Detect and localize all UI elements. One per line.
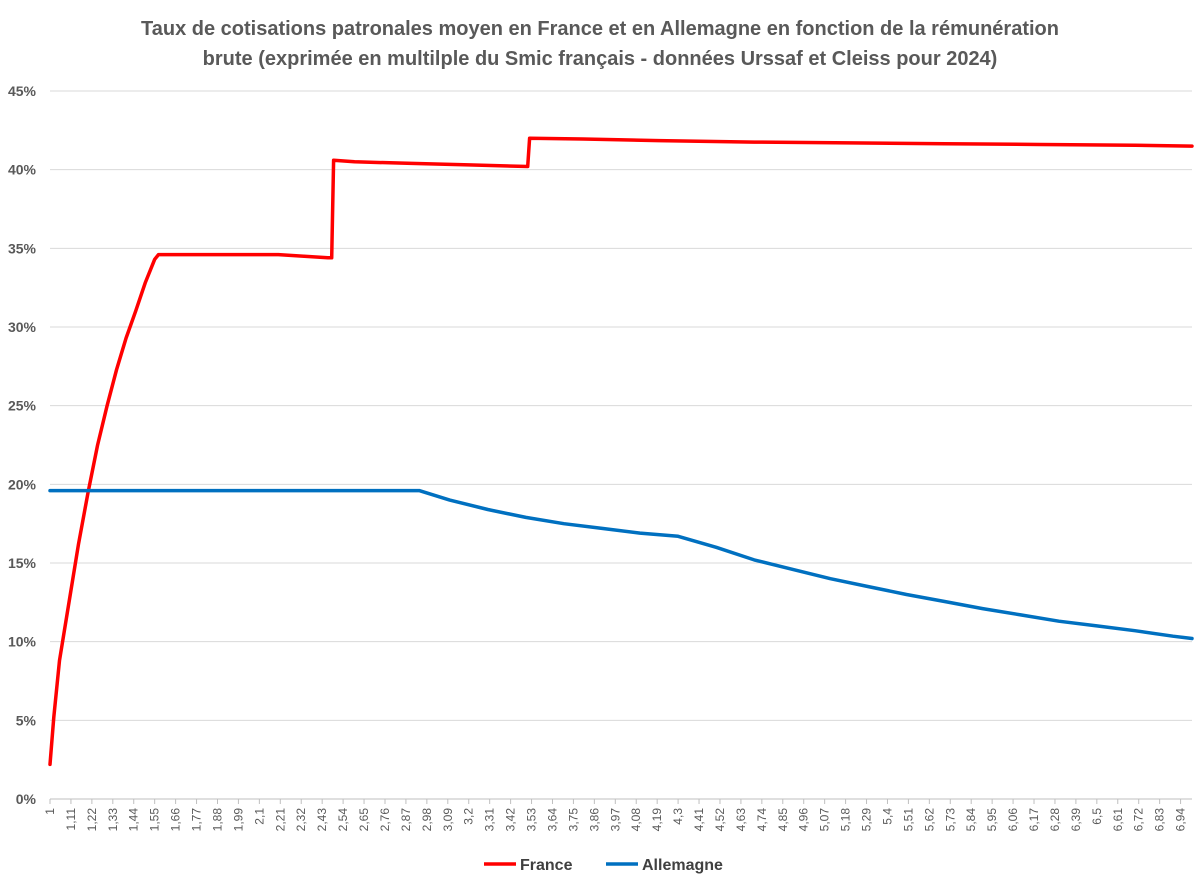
x-tick-label: 4,19 [650, 808, 664, 832]
legend-label-france: France [520, 857, 573, 874]
y-axis: 0% 5% 10% 15% 20% 25% 30% 35% 40% 45% [8, 83, 1192, 807]
x-tick-label: 4,63 [734, 808, 748, 832]
x-tick-label: 3,2 [462, 808, 476, 825]
x-tick-label: 4,52 [713, 808, 727, 832]
x-tick-label: 5,51 [901, 808, 915, 832]
x-tick-label: 2,43 [315, 808, 329, 832]
x-tick-label: 3,31 [483, 808, 497, 832]
chart-title-line-2: brute (exprimée en multilple du Smic fra… [203, 48, 998, 70]
x-tick-label: 5,18 [839, 808, 853, 832]
x-tick-label: 5,4 [880, 808, 894, 825]
x-tick-label: 1,11 [64, 808, 78, 831]
x-tick-label: 1,66 [169, 808, 183, 832]
y-tick-label: 45% [8, 83, 37, 99]
x-tick-label: 1,33 [106, 808, 120, 832]
x-tick-label: 4,08 [629, 808, 643, 832]
x-tick-label: 1,44 [127, 808, 141, 832]
x-tick-label: 1,77 [190, 808, 204, 832]
legend: France Allemagne [484, 857, 723, 874]
y-tick-label: 30% [8, 319, 37, 335]
x-tick-label: 6,94 [1174, 808, 1188, 832]
x-tick-label: 1,99 [231, 808, 245, 832]
x-tick-label: 6,39 [1069, 808, 1083, 832]
x-tick-label: 4,41 [692, 808, 706, 832]
series-line-france [48, 136, 1194, 767]
y-tick-label: 35% [8, 240, 37, 256]
x-tick-label: 6,17 [1027, 808, 1041, 832]
x-tick-label: 4,85 [776, 808, 790, 832]
x-tick-label: 2,32 [294, 808, 308, 832]
y-tick-label: 15% [8, 555, 37, 571]
x-tick-label: 1,22 [85, 808, 99, 832]
x-tick-label: 2,65 [357, 808, 371, 832]
x-tick-label: 2,76 [378, 808, 392, 832]
x-tick-label: 5,07 [818, 808, 832, 832]
x-tick-label: 2,87 [399, 808, 413, 832]
x-tick-label: 6,83 [1153, 808, 1167, 832]
x-tick-label: 3,42 [504, 808, 518, 832]
plot-area [48, 136, 1194, 767]
y-tick-label: 40% [8, 162, 37, 178]
x-tick-label: 2,21 [273, 808, 287, 832]
x-tick-label: 4,3 [671, 808, 685, 825]
x-tick-label: 3,09 [441, 808, 455, 832]
x-tick-label: 1,88 [210, 808, 224, 832]
x-tick-label: 1,55 [148, 808, 162, 832]
x-tick-label: 4,96 [797, 808, 811, 832]
x-tick-label: 3,64 [545, 808, 559, 832]
y-tick-label: 0% [16, 791, 37, 807]
x-tick-label: 5,84 [964, 808, 978, 832]
y-tick-label: 25% [8, 398, 37, 414]
x-tick-label: 3,97 [608, 808, 622, 832]
series-line-allemagne [48, 488, 1194, 641]
x-tick-label: 6,28 [1048, 808, 1062, 832]
x-tick-label: 5,62 [922, 808, 936, 832]
x-tick-label: 2,54 [336, 808, 350, 832]
x-tick-label: 6,72 [1132, 808, 1146, 832]
x-tick-label: 5,73 [943, 808, 957, 832]
x-tick-label: 4,74 [755, 808, 769, 832]
x-tick-label: 2,98 [420, 808, 434, 832]
y-tick-label: 10% [8, 634, 37, 650]
x-tick-label: 2,1 [252, 808, 266, 825]
y-tick-label: 20% [8, 476, 37, 492]
x-tick-label: 6,61 [1111, 808, 1125, 832]
chart-title-line-1: Taux de cotisations patronales moyen en … [141, 18, 1059, 40]
x-tick-label: 5,95 [985, 808, 999, 832]
x-tick-label: 3,75 [566, 808, 580, 832]
legend-label-allemagne: Allemagne [642, 857, 723, 874]
x-tick-label: 5,29 [860, 808, 874, 832]
x-axis: 1 1,11 1,22 1,33 1,44 1,55 1,66 1,77 1,88 1,99 2,1… [43, 799, 1188, 831]
x-tick-label: 3,53 [525, 808, 539, 832]
x-tick-label: 6,06 [1006, 808, 1020, 832]
x-tick-label: 3,86 [587, 808, 601, 832]
x-tick-label: 6,5 [1090, 808, 1104, 825]
gridlines [50, 90, 1192, 721]
x-tick-label: 1 [43, 808, 57, 815]
y-tick-label: 5% [16, 712, 37, 728]
